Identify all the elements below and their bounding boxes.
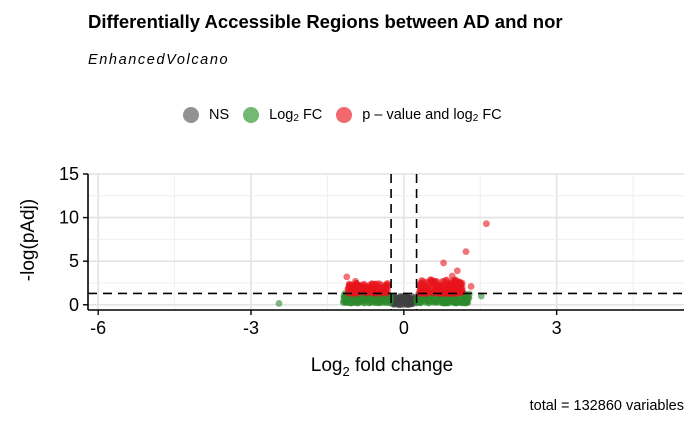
data-point-both [362,283,370,291]
data-point-fc [360,299,368,307]
data-point-fc [349,297,357,304]
data-point-fc [420,296,428,304]
data-point-both [352,277,359,285]
legend-label-pvalue-and-log2fc: p – value and log2 FC [362,106,502,124]
data-point-both [482,220,490,228]
data-point-both [368,286,376,294]
y-tick-label: 0 [69,295,79,315]
y-tick-label: 10 [59,208,79,228]
data-point-both [458,287,466,294]
data-point-fc [368,298,376,305]
y-tick-label: 15 [59,164,79,184]
caption-total-variables: total = 132860 variables [529,398,684,414]
data-point-fc [449,298,457,306]
data-point-both [377,281,385,289]
legend: NS Log2 FC p – value and log2 FC [183,104,516,126]
x-tick-label: 3 [552,318,562,338]
y-axis-title: -log(pAdj) [18,199,39,281]
data-point-both [453,267,461,275]
data-point-fc [458,296,466,304]
data-point-both [343,273,351,281]
data-point-fc [438,299,446,307]
data-point-both [462,248,470,255]
data-point-both [383,280,391,288]
legend-dot-log2fc [243,107,260,123]
chart-subtitle: EnhancedVolcano [88,52,230,68]
cutoff-lines [88,174,684,310]
data-point-both [448,272,456,280]
data-point-both [467,283,475,290]
legend-label-ns: NS [209,107,230,123]
data-point-ns [402,292,410,300]
data-point-ns [396,292,404,300]
data-point-both [458,279,466,287]
y-tick-label: 5 [69,251,79,271]
data-point-ns [405,299,413,307]
data-point-both [351,289,359,297]
data-point-both [345,280,353,288]
legend-item-log2fc: Log2 FC [243,107,322,124]
data-point-ns [393,300,401,307]
data-points [275,220,490,309]
data-point-both [440,286,448,293]
data-point-both [440,259,447,267]
data-point-both [430,289,437,296]
data-point-fc [275,300,283,307]
data-point-both [447,283,455,290]
data-point-fc [464,296,471,304]
data-point-both [380,289,388,297]
data-point-both [428,281,435,289]
legend-dot-pvalue-and-log2fc [336,107,353,123]
legend-label-log2fc: Log2 FC [269,106,323,124]
axes: -6 -3 0 3 0 5 10 15 [59,164,684,338]
chart-title: Differentially Accessible Regions betwee… [88,11,563,32]
x-tick-label: -6 [90,318,106,338]
x-axis-title: Log2 fold change [311,355,453,379]
x-tick-label: -3 [243,318,259,338]
legend-item-ns: NS [183,107,229,123]
legend-dot-ns [183,107,199,123]
data-point-fc [375,299,382,307]
data-point-fc [477,292,485,300]
legend-item-pvalue-and-log2fc: p – value and log2 FC [336,106,502,124]
x-tick-label: 0 [399,318,409,338]
data-point-both [356,283,364,291]
grid-lines [88,173,684,310]
